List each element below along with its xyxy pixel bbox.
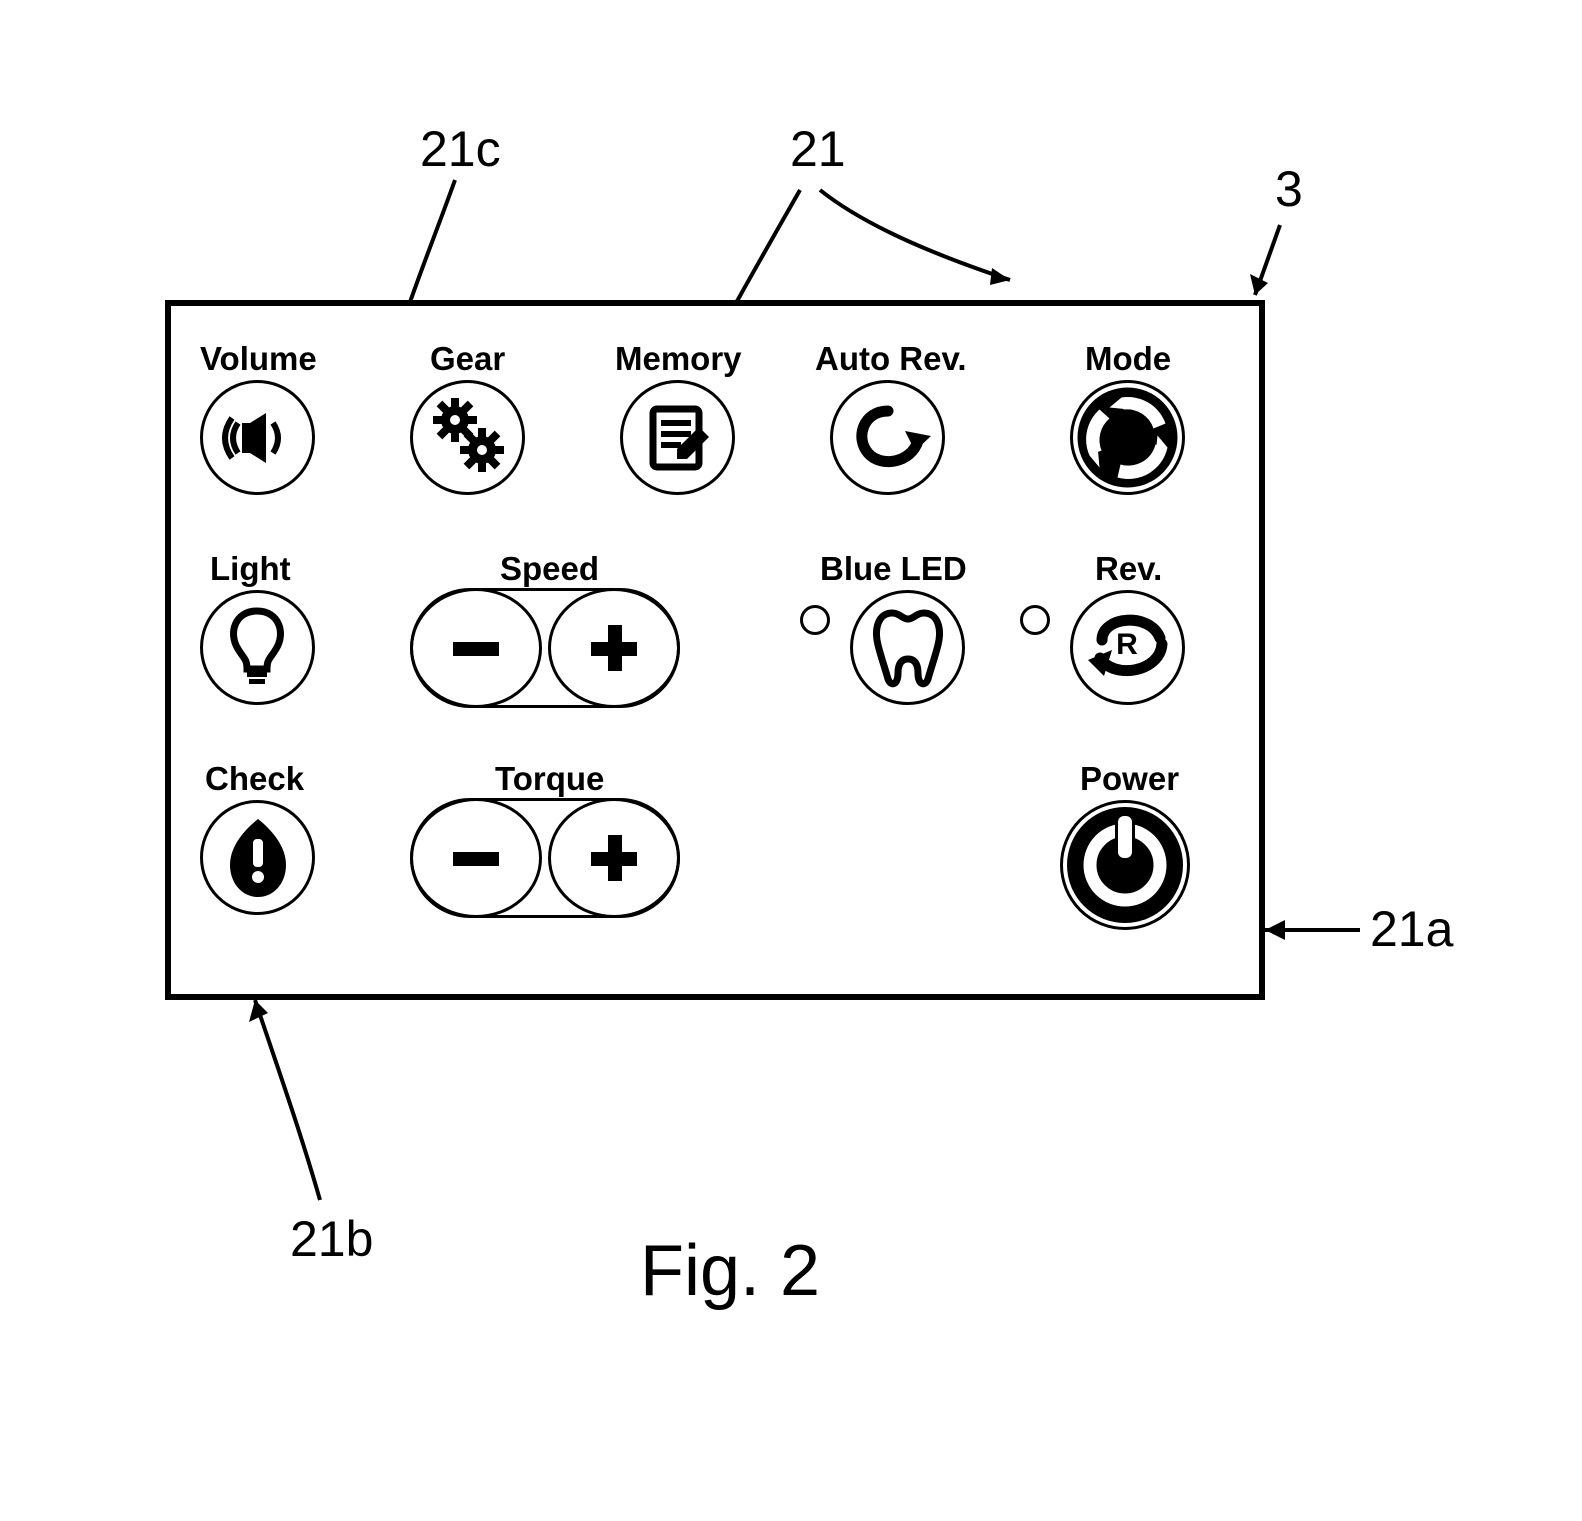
mode-button[interactable] bbox=[1070, 380, 1185, 495]
label-volume: Volume bbox=[200, 340, 317, 378]
label-rev: Rev. bbox=[1095, 550, 1162, 588]
callout-21c: 21c bbox=[420, 120, 501, 178]
blueled-button[interactable] bbox=[850, 590, 965, 705]
speed-control bbox=[410, 588, 680, 708]
torque-control bbox=[410, 798, 680, 918]
callout-21a: 21a bbox=[1370, 900, 1453, 958]
label-check: Check bbox=[205, 760, 304, 798]
memory-button[interactable] bbox=[620, 380, 735, 495]
speed-plus-button[interactable] bbox=[548, 588, 680, 708]
torque-plus-button[interactable] bbox=[548, 798, 680, 918]
speed-minus-button[interactable] bbox=[410, 588, 542, 708]
callout-3: 3 bbox=[1275, 160, 1303, 218]
label-speed: Speed bbox=[500, 550, 599, 588]
minus-icon bbox=[441, 823, 511, 893]
figure-caption: Fig. 2 bbox=[640, 1230, 820, 1312]
check-icon bbox=[218, 813, 298, 903]
rev-button[interactable]: R bbox=[1070, 590, 1185, 705]
callout-21b: 21b bbox=[290, 1210, 373, 1268]
label-autorev: Auto Rev. bbox=[815, 340, 967, 378]
power-icon bbox=[1060, 800, 1190, 930]
volume-button[interactable] bbox=[200, 380, 315, 495]
plus-icon bbox=[579, 823, 649, 893]
plus-icon bbox=[579, 613, 649, 683]
label-power: Power bbox=[1080, 760, 1179, 798]
label-blueled: Blue LED bbox=[820, 550, 967, 588]
rev-icon: R bbox=[1080, 600, 1175, 695]
light-button[interactable] bbox=[200, 590, 315, 705]
autorev-button[interactable] bbox=[830, 380, 945, 495]
torque-minus-button[interactable] bbox=[410, 798, 542, 918]
label-torque: Torque bbox=[495, 760, 604, 798]
gear-icon bbox=[425, 395, 510, 480]
indicator-dot-left bbox=[800, 605, 830, 635]
tooth-icon bbox=[868, 605, 948, 690]
minus-icon bbox=[441, 613, 511, 683]
label-light: Light bbox=[210, 550, 291, 588]
check-button[interactable] bbox=[200, 800, 315, 915]
memory-icon bbox=[639, 399, 717, 477]
light-icon bbox=[220, 605, 295, 690]
mode-icon bbox=[1070, 380, 1185, 495]
power-button[interactable] bbox=[1060, 800, 1190, 930]
callout-21: 21 bbox=[790, 120, 846, 178]
volume-icon bbox=[218, 398, 298, 478]
figure-page: 21c 21 3 21a 21b Fig. 2 Volume Gear bbox=[0, 0, 1582, 1521]
indicator-dot-right bbox=[1020, 605, 1050, 635]
svg-text:R: R bbox=[1116, 628, 1138, 661]
label-mode: Mode bbox=[1085, 340, 1171, 378]
label-memory: Memory bbox=[615, 340, 742, 378]
autorev-icon bbox=[843, 393, 933, 483]
gear-button[interactable] bbox=[410, 380, 525, 495]
label-gear: Gear bbox=[430, 340, 505, 378]
